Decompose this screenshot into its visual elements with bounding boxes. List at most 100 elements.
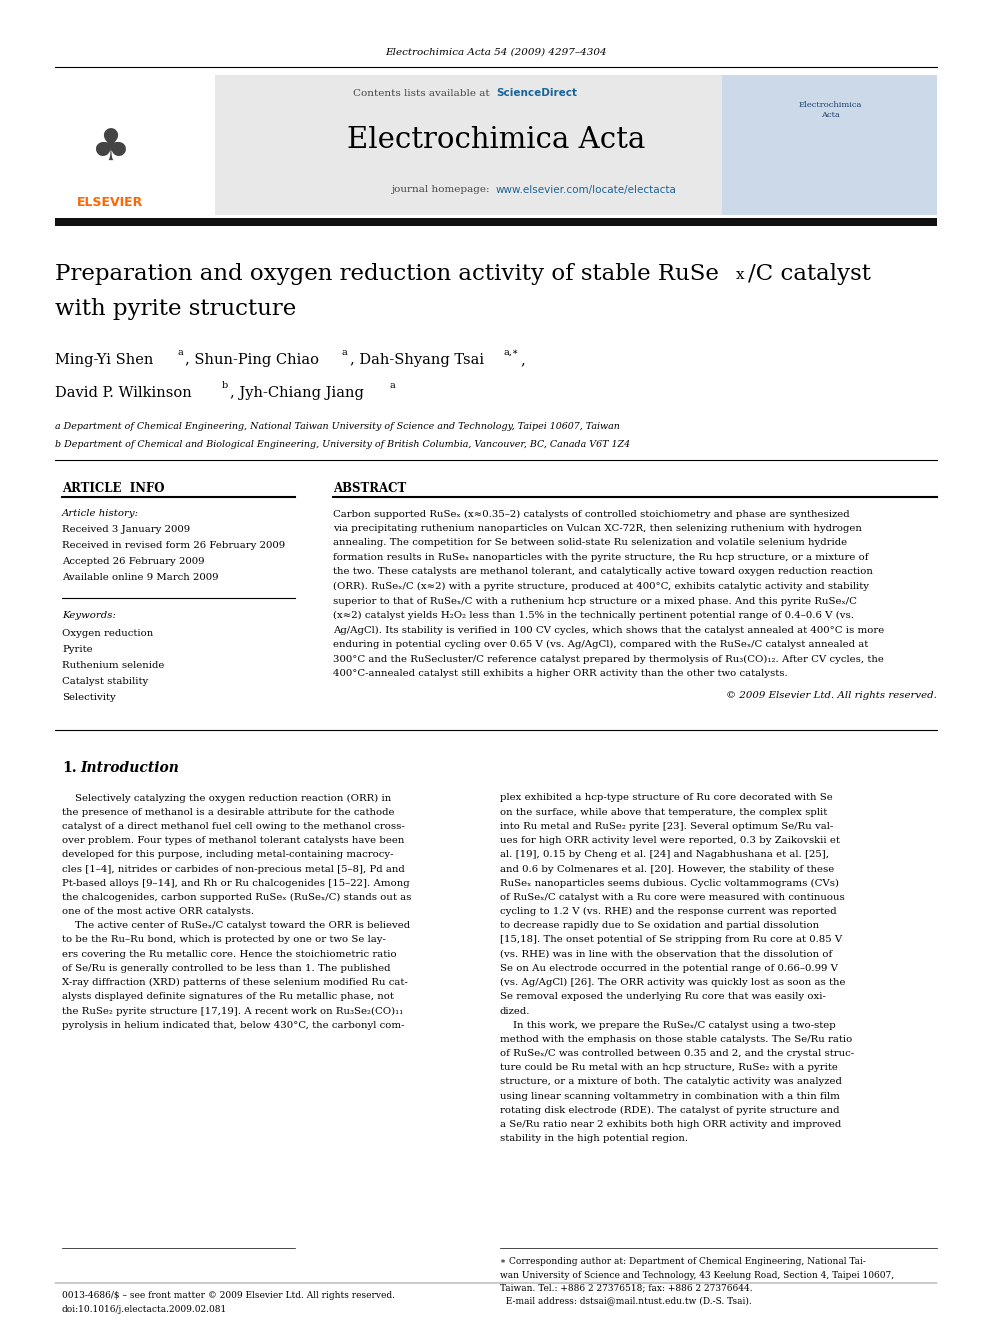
Text: 400°C-annealed catalyst still exhibits a higher ORR activity than the other two : 400°C-annealed catalyst still exhibits a… bbox=[333, 669, 788, 677]
Text: (x≈2) catalyst yields H₂O₂ less than 1.5% in the technically pertinent potential: (x≈2) catalyst yields H₂O₂ less than 1.5… bbox=[333, 611, 854, 620]
Text: © 2009 Elsevier Ltd. All rights reserved.: © 2009 Elsevier Ltd. All rights reserved… bbox=[726, 692, 937, 700]
Text: into Ru metal and RuSe₂ pyrite [23]. Several optimum Se/Ru val-: into Ru metal and RuSe₂ pyrite [23]. Sev… bbox=[500, 822, 833, 831]
Text: b Department of Chemical and Biological Engineering, University of British Colum: b Department of Chemical and Biological … bbox=[55, 439, 630, 448]
Text: with pyrite structure: with pyrite structure bbox=[55, 298, 297, 320]
Text: Accepted 26 February 2009: Accepted 26 February 2009 bbox=[62, 557, 204, 566]
Text: E-mail address: dstsai@mail.ntust.edu.tw (D.-S. Tsai).: E-mail address: dstsai@mail.ntust.edu.tw… bbox=[500, 1297, 752, 1306]
Text: ABSTRACT: ABSTRACT bbox=[333, 482, 407, 495]
Text: X-ray diffraction (XRD) patterns of these selenium modified Ru cat-: X-ray diffraction (XRD) patterns of thes… bbox=[62, 978, 408, 987]
Text: the two. These catalysts are methanol tolerant, and catalytically active toward : the two. These catalysts are methanol to… bbox=[333, 568, 873, 577]
Text: ues for high ORR activity level were reported, 0.3 by Zaikovskii et: ues for high ORR activity level were rep… bbox=[500, 836, 840, 845]
Text: rotating disk electrode (RDE). The catalyst of pyrite structure and: rotating disk electrode (RDE). The catal… bbox=[500, 1106, 839, 1115]
Text: ScienceDirect: ScienceDirect bbox=[496, 89, 577, 98]
Text: method with the emphasis on those stable catalysts. The Se/Ru ratio: method with the emphasis on those stable… bbox=[500, 1035, 852, 1044]
Text: developed for this purpose, including metal-containing macrocy-: developed for this purpose, including me… bbox=[62, 851, 394, 860]
Text: pyrolysis in helium indicated that, below 430°C, the carbonyl com-: pyrolysis in helium indicated that, belo… bbox=[62, 1021, 405, 1029]
Text: the presence of methanol is a desirable attribute for the cathode: the presence of methanol is a desirable … bbox=[62, 808, 395, 816]
Text: a,∗: a,∗ bbox=[503, 348, 519, 357]
Text: RuSeₓ nanoparticles seems dubious. Cyclic voltammograms (CVs): RuSeₓ nanoparticles seems dubious. Cycli… bbox=[500, 878, 839, 888]
Text: Introduction: Introduction bbox=[80, 761, 179, 775]
Text: Received in revised form 26 February 2009: Received in revised form 26 February 200… bbox=[62, 541, 285, 550]
Text: cles [1–4], nitrides or carbides of non-precious metal [5–8], Pd and: cles [1–4], nitrides or carbides of non-… bbox=[62, 864, 405, 873]
Text: Carbon supported RuSeₓ (x≈0.35–2) catalysts of controlled stoichiometry and phas: Carbon supported RuSeₓ (x≈0.35–2) cataly… bbox=[333, 509, 849, 519]
Text: via precipitating ruthenium nanoparticles on Vulcan XC-72R, then selenizing ruth: via precipitating ruthenium nanoparticle… bbox=[333, 524, 862, 533]
Text: 300°C and the RuSecluster/C reference catalyst prepared by thermolysis of Ru₃(CO: 300°C and the RuSecluster/C reference ca… bbox=[333, 655, 884, 664]
Text: over problem. Four types of methanol tolerant catalysts have been: over problem. Four types of methanol tol… bbox=[62, 836, 405, 845]
Text: Selectively catalyzing the oxygen reduction reaction (ORR) in: Selectively catalyzing the oxygen reduct… bbox=[62, 794, 391, 803]
Text: Article history:: Article history: bbox=[62, 509, 139, 519]
Text: ∗ Corresponding author at: Department of Chemical Engineering, National Tai-: ∗ Corresponding author at: Department of… bbox=[500, 1257, 866, 1266]
Text: 0013-4686/$ – see front matter © 2009 Elsevier Ltd. All rights reserved.: 0013-4686/$ – see front matter © 2009 El… bbox=[62, 1291, 395, 1301]
Text: (vs. Ag/AgCl) [26]. The ORR activity was quickly lost as soon as the: (vs. Ag/AgCl) [26]. The ORR activity was… bbox=[500, 978, 845, 987]
Text: x: x bbox=[736, 269, 745, 282]
Text: , Dah-Shyang Tsai: , Dah-Shyang Tsai bbox=[350, 353, 484, 366]
Text: Ruthenium selenide: Ruthenium selenide bbox=[62, 660, 165, 669]
Text: Taiwan. Tel.: +886 2 27376518; fax: +886 2 27376644.: Taiwan. Tel.: +886 2 27376518; fax: +886… bbox=[500, 1283, 753, 1293]
Text: ers covering the Ru metallic core. Hence the stoichiometric ratio: ers covering the Ru metallic core. Hence… bbox=[62, 950, 397, 959]
Text: a: a bbox=[390, 381, 396, 389]
Text: David P. Wilkinson: David P. Wilkinson bbox=[55, 386, 191, 400]
Text: Available online 9 March 2009: Available online 9 March 2009 bbox=[62, 573, 218, 582]
Text: the chalcogenides, carbon supported RuSeₓ (RuSeₓ/C) stands out as: the chalcogenides, carbon supported RuSe… bbox=[62, 893, 412, 902]
Text: www.elsevier.com/locate/electacta: www.elsevier.com/locate/electacta bbox=[496, 185, 677, 194]
Text: , Jyh-Chiang Jiang: , Jyh-Chiang Jiang bbox=[230, 386, 364, 400]
Text: structure, or a mixture of both. The catalytic activity was analyzed: structure, or a mixture of both. The cat… bbox=[500, 1077, 842, 1086]
Text: doi:10.1016/j.electacta.2009.02.081: doi:10.1016/j.electacta.2009.02.081 bbox=[62, 1306, 227, 1315]
Text: wan University of Science and Technology, 43 Keelung Road, Section 4, Taipei 106: wan University of Science and Technology… bbox=[500, 1270, 894, 1279]
Text: alysts displayed definite signatures of the Ru metallic phase, not: alysts displayed definite signatures of … bbox=[62, 992, 394, 1002]
Text: stability in the high potential region.: stability in the high potential region. bbox=[500, 1134, 688, 1143]
Text: and 0.6 by Colmenares et al. [20]. However, the stability of these: and 0.6 by Colmenares et al. [20]. Howev… bbox=[500, 864, 834, 873]
Text: Electrochimica Acta 54 (2009) 4297–4304: Electrochimica Acta 54 (2009) 4297–4304 bbox=[385, 48, 607, 57]
Text: a: a bbox=[177, 348, 183, 357]
Bar bbox=[55, 218, 937, 226]
Text: of Se/Ru is generally controlled to be less than 1. The published: of Se/Ru is generally controlled to be l… bbox=[62, 964, 391, 972]
Text: on the surface, while above that temperature, the complex split: on the surface, while above that tempera… bbox=[500, 808, 827, 816]
Text: (vs. RHE) was in line with the observation that the dissolution of: (vs. RHE) was in line with the observati… bbox=[500, 950, 832, 959]
Text: Received 3 January 2009: Received 3 January 2009 bbox=[62, 525, 190, 534]
Text: superior to that of RuSeₓ/C with a ruthenium hcp structure or a mixed phase. And: superior to that of RuSeₓ/C with a ruthe… bbox=[333, 597, 857, 606]
Text: Preparation and oxygen reduction activity of stable RuSe: Preparation and oxygen reduction activit… bbox=[55, 263, 719, 284]
Text: Keywords:: Keywords: bbox=[62, 611, 116, 620]
Text: b: b bbox=[222, 381, 228, 389]
Text: cycling to 1.2 V (vs. RHE) and the response current was reported: cycling to 1.2 V (vs. RHE) and the respo… bbox=[500, 908, 836, 916]
Text: (ORR). RuSeₓ/C (x≈2) with a pyrite structure, produced at 400°C, exhibits cataly: (ORR). RuSeₓ/C (x≈2) with a pyrite struc… bbox=[333, 582, 869, 591]
Text: annealing. The competition for Se between solid-state Ru selenization and volati: annealing. The competition for Se betwee… bbox=[333, 538, 847, 548]
Text: plex exhibited a hcp-type structure of Ru core decorated with Se: plex exhibited a hcp-type structure of R… bbox=[500, 794, 832, 803]
Text: Selectivity: Selectivity bbox=[62, 692, 116, 701]
Bar bbox=[55, 75, 215, 216]
Text: ELSEVIER: ELSEVIER bbox=[76, 197, 143, 209]
Text: Electrochimica
Acta: Electrochimica Acta bbox=[799, 101, 862, 119]
Text: ♣: ♣ bbox=[90, 127, 130, 169]
Text: Oxygen reduction: Oxygen reduction bbox=[62, 628, 153, 638]
Text: al. [19], 0.15 by Cheng et al. [24] and Nagabhushana et al. [25],: al. [19], 0.15 by Cheng et al. [24] and … bbox=[500, 851, 829, 860]
Text: dized.: dized. bbox=[500, 1007, 531, 1016]
Text: a Department of Chemical Engineering, National Taiwan University of Science and : a Department of Chemical Engineering, Na… bbox=[55, 422, 620, 430]
Text: Se removal exposed the underlying Ru core that was easily oxi-: Se removal exposed the underlying Ru cor… bbox=[500, 992, 826, 1002]
Text: Ag/AgCl). Its stability is verified in 100 CV cycles, which shows that the catal: Ag/AgCl). Its stability is verified in 1… bbox=[333, 626, 884, 635]
Text: a: a bbox=[342, 348, 348, 357]
Text: , Shun-Ping Chiao: , Shun-Ping Chiao bbox=[185, 353, 319, 366]
Text: to be the Ru–Ru bond, which is protected by one or two Se lay-: to be the Ru–Ru bond, which is protected… bbox=[62, 935, 386, 945]
Bar bbox=[215, 75, 722, 216]
Text: ARTICLE  INFO: ARTICLE INFO bbox=[62, 482, 165, 495]
Text: one of the most active ORR catalysts.: one of the most active ORR catalysts. bbox=[62, 908, 254, 916]
Text: journal homepage:: journal homepage: bbox=[391, 185, 493, 194]
Text: [15,18]. The onset potential of Se stripping from Ru core at 0.85 V: [15,18]. The onset potential of Se strip… bbox=[500, 935, 842, 945]
Text: Catalyst stability: Catalyst stability bbox=[62, 676, 148, 685]
Text: catalyst of a direct methanol fuel cell owing to the methanol cross-: catalyst of a direct methanol fuel cell … bbox=[62, 822, 405, 831]
Text: Se on Au electrode occurred in the potential range of 0.66–0.99 V: Se on Au electrode occurred in the poten… bbox=[500, 964, 838, 972]
Text: Pyrite: Pyrite bbox=[62, 644, 92, 654]
Text: The active center of RuSeₓ/C catalyst toward the ORR is believed: The active center of RuSeₓ/C catalyst to… bbox=[62, 921, 410, 930]
Text: a Se/Ru ratio near 2 exhibits both high ORR activity and improved: a Se/Ru ratio near 2 exhibits both high … bbox=[500, 1121, 841, 1129]
Text: the RuSe₂ pyrite structure [17,19]. A recent work on Ru₃Se₂(CO)₁₁: the RuSe₂ pyrite structure [17,19]. A re… bbox=[62, 1007, 404, 1016]
Text: of RuSeₓ/C catalyst with a Ru core were measured with continuous: of RuSeₓ/C catalyst with a Ru core were … bbox=[500, 893, 845, 902]
Text: Ming-Yi Shen: Ming-Yi Shen bbox=[55, 353, 154, 366]
Text: using linear scanning voltammetry in combination with a thin film: using linear scanning voltammetry in com… bbox=[500, 1091, 840, 1101]
Text: to decrease rapidly due to Se oxidation and partial dissolution: to decrease rapidly due to Se oxidation … bbox=[500, 921, 819, 930]
Text: /C catalyst: /C catalyst bbox=[748, 263, 871, 284]
Text: Electrochimica Acta: Electrochimica Acta bbox=[347, 126, 645, 153]
Text: formation results in RuSeₓ nanoparticles with the pyrite structure, the Ru hcp s: formation results in RuSeₓ nanoparticles… bbox=[333, 553, 869, 562]
Text: Pt-based alloys [9–14], and Rh or Ru chalcogenides [15–22]. Among: Pt-based alloys [9–14], and Rh or Ru cha… bbox=[62, 878, 410, 888]
Text: Contents lists available at: Contents lists available at bbox=[353, 89, 493, 98]
Text: ture could be Ru metal with an hcp structure, RuSe₂ with a pyrite: ture could be Ru metal with an hcp struc… bbox=[500, 1064, 838, 1073]
